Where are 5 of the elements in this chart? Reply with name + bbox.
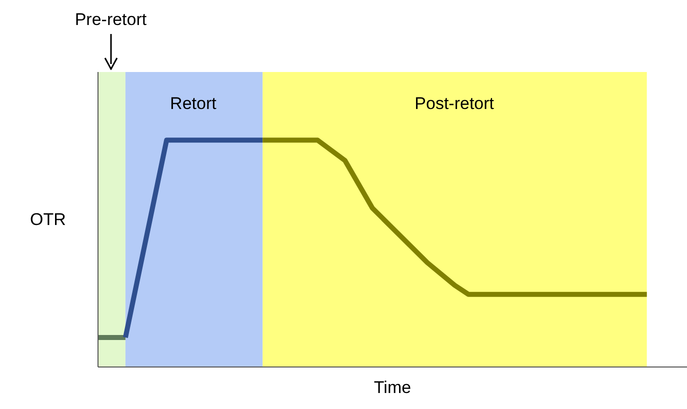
- x-axis-title: Time: [372, 378, 412, 398]
- y-axis-title: OTR: [29, 210, 67, 230]
- text: Pre-retort: [74, 10, 148, 30]
- text: Retort: [169, 94, 218, 114]
- text: Post-retort: [414, 94, 496, 114]
